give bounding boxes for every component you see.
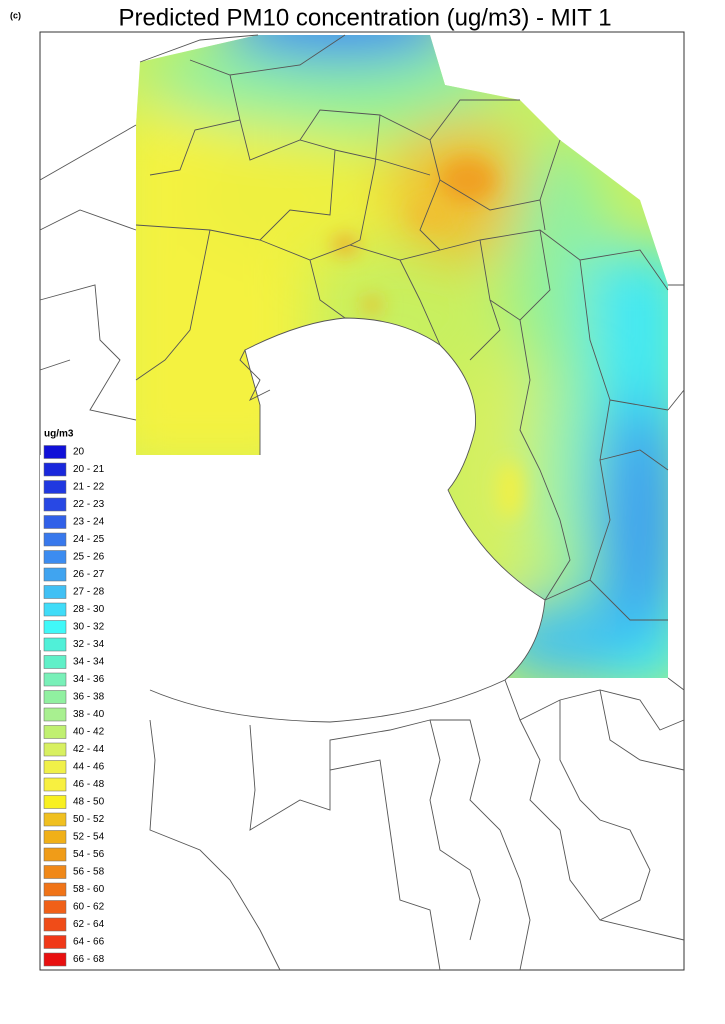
legend-swatch — [43, 865, 67, 879]
legend-swatch — [43, 515, 67, 529]
legend-swatch — [43, 497, 67, 512]
legend-swatch — [43, 935, 67, 949]
legend-label: 28 - 30 — [73, 604, 105, 615]
legend-label: 44 - 46 — [73, 762, 105, 773]
legend-label: 21 - 22 — [73, 482, 105, 493]
legend-swatch — [43, 847, 67, 862]
legend-swatch — [43, 830, 67, 844]
legend-swatch — [43, 760, 67, 774]
map-title: Predicted PM10 concentration (ug/m3) - M… — [118, 4, 611, 31]
legend-label: 22 - 23 — [73, 499, 105, 510]
legend-label: 23 - 24 — [73, 517, 105, 528]
legend-label: 40 - 42 — [73, 727, 105, 738]
legend-label: 27 - 28 — [73, 587, 105, 598]
legend-label: 26 - 27 — [73, 569, 105, 580]
legend-label: 36 - 38 — [73, 692, 105, 703]
legend-swatch — [43, 952, 67, 967]
legend-label: 20 - 21 — [73, 464, 105, 475]
bay — [40, 318, 545, 722]
legend-swatch — [43, 462, 67, 477]
legend-swatch — [43, 585, 67, 599]
legend-label: 64 - 66 — [73, 937, 105, 948]
legend-swatch — [43, 882, 67, 897]
legend-swatch — [43, 655, 67, 669]
legend-swatch — [43, 637, 67, 652]
legend-swatch — [43, 567, 67, 582]
legend-label: 24 - 25 — [73, 534, 105, 545]
legend-label: 25 - 26 — [73, 552, 105, 563]
legend-swatch — [43, 550, 67, 564]
legend-label: 50 - 52 — [73, 814, 105, 825]
legend-swatch — [43, 620, 67, 634]
legend-swatch — [43, 812, 67, 827]
legend-label: 38 - 40 — [73, 709, 105, 720]
legend-swatch — [43, 917, 67, 932]
district-boundaries — [39, 34, 685, 971]
legend-swatch — [43, 777, 67, 792]
legend-label: 30 - 32 — [73, 622, 105, 633]
legend-label: 32 - 34 — [73, 639, 105, 650]
legend-swatch — [43, 480, 67, 494]
legend-label: 34 - 36 — [73, 674, 105, 685]
legend-label: 52 - 54 — [73, 832, 105, 843]
legend-swatch — [43, 742, 67, 757]
legend-label: 20 — [73, 447, 85, 458]
legend-label: 56 - 58 — [73, 867, 105, 878]
legend-swatch — [43, 690, 67, 704]
panel-label: (c) — [10, 10, 21, 20]
legend-label: 58 - 60 — [73, 884, 105, 895]
legend-label: 34 - 34 — [73, 657, 105, 668]
legend-label: 60 - 62 — [73, 902, 105, 913]
legend-swatch — [43, 725, 67, 739]
legend: 20 20 - 21 21 - 22 22 - 23 23 - 24 24 - 25 25 … — [43, 445, 105, 967]
legend-label: 46 - 48 — [73, 779, 105, 790]
legend-label: 62 - 64 — [73, 919, 105, 930]
legend-swatch — [43, 795, 67, 809]
legend-swatch — [43, 602, 67, 617]
legend-swatch — [43, 532, 67, 547]
legend-swatch — [43, 445, 67, 459]
legend-label: 48 - 50 — [73, 797, 105, 808]
coastline — [149, 317, 546, 723]
legend-label: 54 - 56 — [73, 849, 105, 860]
legend-swatch — [43, 707, 67, 722]
legend-label: 66 - 68 — [73, 954, 105, 965]
legend-swatch — [43, 672, 67, 687]
legend-title: ug/m3 — [44, 429, 74, 440]
legend-label: 42 - 44 — [73, 744, 105, 755]
legend-swatch — [43, 900, 67, 914]
